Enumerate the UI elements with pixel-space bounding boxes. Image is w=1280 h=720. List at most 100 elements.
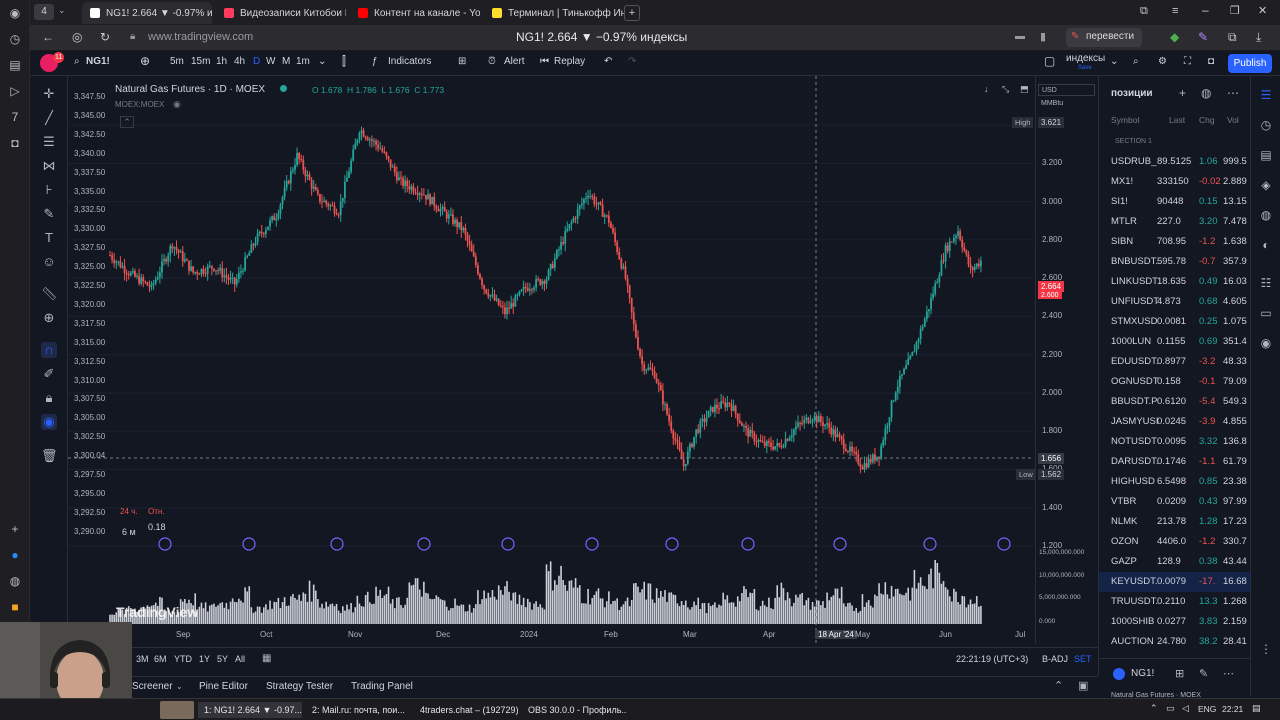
pane-expand-icon[interactable]: ⋮ (1260, 642, 1272, 656)
undo-icon[interactable]: ↶ (604, 56, 613, 67)
extension-green-icon[interactable]: ◆ (1170, 30, 1180, 44)
taskbar-item-mail[interactable]: 2: Mail.ru: почта, пои... (312, 705, 405, 715)
chart-pane[interactable]: 3,347.50 3,345.00 3,342.50 3,340.00 3,337.50… (68, 76, 1098, 643)
new-tab-button[interactable]: + (624, 5, 640, 21)
range-ytd[interactable]: YTD (174, 654, 192, 664)
watchlist-row[interactable]: EDUUSDT. 0.8977 -3.2 48.33 (1099, 352, 1251, 372)
alert-button[interactable]: Alert (504, 56, 525, 67)
language-indicator[interactable]: ENG (1198, 704, 1217, 714)
watchlist-row[interactable]: SI1! 90448 0.15 13.15 (1099, 192, 1251, 212)
watchlist-row[interactable]: NOTUSDT 0.0095 3.32 136.8 (1099, 432, 1251, 452)
chat-icon[interactable]: ▬ (1015, 31, 1025, 42)
bookmark-icon[interactable]: ▮ (1040, 31, 1047, 43)
snapshot-icon[interactable]: ◘ (1208, 56, 1215, 67)
zoom-icon[interactable]: ⊕ (43, 310, 55, 325)
maximize-icon[interactable]: ❐ (1230, 5, 1240, 17)
hotlist-icon[interactable]: ◍ (1260, 208, 1272, 222)
detail-layout-icon[interactable]: ⊞ (1175, 668, 1185, 680)
ideas-icon[interactable]: ◐ (1262, 238, 1270, 252)
add-panel-icon[interactable]: + (11, 522, 19, 536)
watchlist-row[interactable]: 1000LUN 0.1155 0.69 351.4 (1099, 332, 1251, 352)
layers-icon[interactable]: ◈ (1261, 178, 1271, 192)
ruler-icon[interactable]: 📏︎ (41, 286, 58, 301)
text-icon[interactable]: T (45, 230, 53, 245)
unit-select[interactable]: MMBtu (1041, 100, 1064, 107)
taskbar-clock[interactable]: 22:21 (1222, 704, 1244, 714)
back-icon[interactable]: ← (42, 30, 54, 44)
add-symbol-icon[interactable]: + (1179, 86, 1187, 100)
screener-chevron-icon[interactable]: ⌄ (176, 682, 183, 691)
seven-icon[interactable]: 7 (11, 110, 19, 124)
compare-icon[interactable]: ⊕ (140, 54, 151, 68)
watchlist-row[interactable]: 1000SHIB 0.0277 3.83 2.159 (1099, 612, 1251, 632)
symbol-search-icon[interactable]: ⌕ (74, 56, 80, 67)
minimize-icon[interactable]: – (1202, 3, 1209, 17)
tab-screener[interactable]: Screener (132, 681, 173, 692)
taskbar-item-obs[interactable]: OBS 30.0.0 - Профиль... (528, 705, 626, 715)
indicators-icon[interactable]: ƒ (372, 56, 378, 67)
detail-edit-icon[interactable]: ✎ (1199, 668, 1209, 680)
watchlist-row[interactable]: SIBN 708.95 -1.2 1.638 (1099, 232, 1251, 252)
watchlist-row[interactable]: DARUSDT. 0.1746 -1.1 61.79 (1099, 452, 1251, 472)
taskbar-item-tradingview[interactable]: 1: NG1! 2.664 ▼ -0.97... (198, 702, 302, 718)
download-icon[interactable]: ⤓ (1256, 30, 1262, 44)
session-toggle[interactable]: SET (1074, 654, 1092, 664)
magnet-icon[interactable]: ∩ (41, 342, 57, 358)
tab-video[interactable]: Видеозаписи Китобои Р (216, 2, 346, 24)
emoji-icon[interactable]: ☺ (42, 254, 56, 269)
projection-icon[interactable]: ⊦ (45, 182, 53, 197)
watchlist-row[interactable]: JASMYUSI 0.0245 -3.9 4.855 (1099, 412, 1251, 432)
history-icon[interactable]: ◷ (9, 32, 21, 46)
templates-icon[interactable]: ⊞ (458, 56, 467, 67)
range-1y[interactable]: 1Y (199, 654, 211, 664)
interval-w[interactable]: W (266, 56, 276, 67)
interval-5m[interactable]: 5m (170, 56, 184, 67)
tab-counter[interactable]: 4 (34, 4, 54, 20)
tab-search-icon[interactable]: ⧉ (1140, 5, 1148, 17)
watchlist-icon[interactable]: ☰ (1260, 88, 1272, 102)
indicators-button[interactable]: Indicators (388, 56, 432, 67)
alert-icon[interactable]: ⏰︎ (488, 56, 496, 67)
interval-1h[interactable]: 1h (216, 56, 228, 67)
range-6m[interactable]: 6M (154, 654, 167, 664)
extension-icon[interactable]: ■ (11, 600, 19, 614)
tab-trading-panel[interactable]: Trading Panel (351, 681, 413, 692)
settings-icon[interactable]: ⚙ (1158, 56, 1167, 67)
maximize-pane-icon[interactable]: ⬒ (1020, 84, 1029, 94)
watchlist-row[interactable]: USDRUB_ 89.5125 1.06 999.5 (1099, 152, 1251, 172)
wallpaper-thumb-icon[interactable] (160, 701, 194, 719)
share-icon[interactable]: ⧉ (1228, 30, 1237, 44)
redo-icon[interactable]: ↷ (628, 56, 637, 67)
collapse-legend-icon[interactable]: ⌃ (120, 116, 134, 128)
taskbar-item-chat[interactable]: 4traders.chat – (192729) (420, 705, 518, 715)
panel-collapse-icon[interactable]: ⌃ (1054, 680, 1064, 692)
watchlist-row[interactable]: LINKUSDT 18.635 0.49 16.03 (1099, 272, 1251, 292)
news-icon[interactable]: ▤ (1260, 148, 1272, 162)
stay-drawing-icon[interactable]: ✐ (43, 366, 55, 381)
interval-m[interactable]: M (282, 56, 291, 67)
watchlist-more-icon[interactable]: ⋯ (1227, 86, 1239, 100)
network-icon[interactable]: ▭ (1166, 703, 1175, 713)
right-price-axis[interactable]: USD MMBtu 3.4003.2003.0002.8002.6002.400… (1012, 76, 1098, 643)
layout-chevron-icon[interactable]: ⌄ (1110, 56, 1119, 67)
lock-drawings-icon[interactable]: 🔒︎ (45, 390, 53, 405)
layout-name[interactable]: индексы (1066, 53, 1106, 64)
brush-icon[interactable]: ✎ (43, 206, 55, 221)
close-window-icon[interactable]: ✕ (1258, 5, 1268, 17)
time-axis[interactable]: Sep Oct Nov Dec 2024 Feb Mar Apr 18 Apr '24 May Ju… (68, 628, 1036, 642)
interval-4h[interactable]: 4h (234, 56, 246, 67)
tab-youtube[interactable]: Контент на канале - YouT (350, 2, 480, 24)
hide-eye-icon[interactable]: ◉ (173, 99, 181, 109)
adjustment-toggle[interactable]: B-ADJ (1042, 654, 1069, 664)
watchlist-row[interactable]: UNFIUSDT 4.873 0.68 4.605 (1099, 292, 1251, 312)
watchlist-row[interactable]: OZON 4406.0 -1.2 330.7 (1099, 532, 1251, 552)
tray-up-icon[interactable]: ⌃ (1150, 703, 1158, 713)
tab-list-chevron-icon[interactable]: ⌄ (58, 5, 66, 15)
streams-icon[interactable]: ☷ (1260, 276, 1272, 290)
pen-icon[interactable]: ✎ (1198, 30, 1209, 44)
chat-bubble-icon[interactable]: ▭ (1260, 306, 1272, 320)
url-field[interactable]: www.tradingview.com (148, 31, 254, 43)
camera-icon[interactable]: ◘ (11, 136, 19, 150)
tab-strategy-tester[interactable]: Strategy Tester (266, 681, 334, 692)
watchlist-row[interactable]: VTBR 0.0209 0.43 97.99 (1099, 492, 1251, 512)
